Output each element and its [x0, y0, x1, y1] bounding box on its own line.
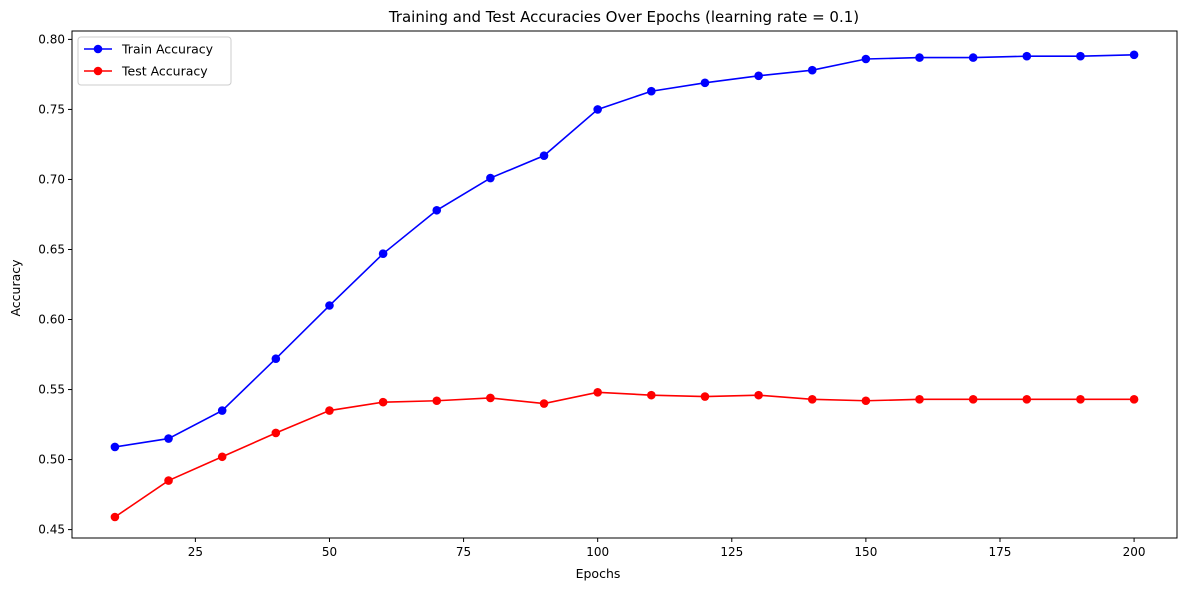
- legend-train-accuracy-label: Train Accuracy: [121, 42, 214, 57]
- x-tick-label: 175: [989, 545, 1012, 559]
- x-axis-label: Epochs: [576, 566, 621, 581]
- test-accuracy-point: [539, 399, 549, 408]
- test-accuracy-point: [754, 390, 763, 400]
- train-accuracy-point: [968, 53, 978, 62]
- legend-train-accuracy-marker: [93, 44, 103, 54]
- test-accuracy-point: [593, 388, 602, 397]
- y-tick-label: 0.65: [38, 242, 65, 256]
- train-accuracy-point: [486, 173, 495, 183]
- train-accuracy-point: [647, 86, 656, 96]
- test-accuracy-point: [486, 393, 495, 403]
- test-accuracy-point: [1129, 395, 1139, 404]
- test-accuracy-point: [432, 396, 442, 406]
- x-tick-label: 200: [1123, 545, 1146, 559]
- test-accuracy-point: [861, 396, 871, 406]
- test-accuracy-line: [114, 391, 1135, 518]
- x-tick-label: 125: [720, 545, 743, 559]
- x-tick-label: 25: [188, 545, 203, 559]
- test-accuracy-point: [1076, 395, 1085, 404]
- y-tick-label: 0.75: [38, 102, 65, 116]
- y-axis-label: Accuracy: [8, 259, 23, 317]
- y-tick-label: 0.55: [38, 383, 65, 397]
- train-accuracy-point: [915, 53, 924, 62]
- test-accuracy-point: [271, 428, 281, 438]
- test-accuracy-point: [807, 395, 817, 404]
- train-accuracy-point: [754, 71, 763, 81]
- legend-test-accuracy-marker: [93, 66, 103, 76]
- x-tick-label: 100: [586, 545, 609, 559]
- test-accuracy-point: [164, 476, 173, 485]
- test-accuracy-point: [968, 395, 978, 404]
- train-accuracy-point: [1076, 51, 1085, 61]
- train-accuracy-point: [807, 65, 817, 75]
- x-tick-label: 50: [322, 545, 337, 559]
- y-tick-label: 0.80: [38, 32, 65, 46]
- y-tick-label: 0.45: [38, 523, 65, 537]
- test-accuracy-point: [915, 395, 924, 404]
- test-accuracy-point: [1022, 395, 1032, 404]
- train-accuracy-point: [271, 354, 281, 364]
- train-accuracy-point: [217, 406, 227, 415]
- x-tick-label: 75: [456, 545, 471, 559]
- test-accuracy-point: [700, 392, 710, 401]
- test-accuracy-point: [110, 512, 120, 522]
- train-accuracy-point: [432, 205, 442, 215]
- plot-frame: [71, 30, 1178, 539]
- legend: Train Accuracy Test Accuracy: [77, 36, 232, 86]
- legend-test-accuracy-label: Test Accuracy: [121, 64, 208, 79]
- train-accuracy-point: [700, 78, 710, 88]
- train-accuracy-point: [539, 151, 549, 160]
- train-accuracy-point: [378, 249, 388, 258]
- train-accuracy-point: [1022, 51, 1032, 61]
- y-tick-label: 0.60: [38, 313, 65, 327]
- y-tick-label: 0.50: [38, 453, 65, 467]
- chart-title: Training and Test Accuracies Over Epochs…: [388, 8, 859, 26]
- train-accuracy-point: [861, 54, 871, 64]
- test-accuracy-point: [647, 390, 656, 400]
- test-accuracy-point: [325, 406, 334, 415]
- train-accuracy-point: [325, 301, 334, 310]
- train-accuracy-line: [114, 54, 1135, 448]
- test-accuracy-point: [217, 452, 227, 462]
- train-accuracy-point: [164, 434, 173, 443]
- train-accuracy-point: [110, 442, 120, 452]
- train-accuracy-point: [593, 105, 602, 114]
- train-accuracy-point: [1129, 50, 1139, 60]
- legend-box: [77, 36, 232, 86]
- plot-area: 25 50 75 100 125 150 175 200 0.45 0.50 0.55 0.60 0.6…: [38, 30, 1178, 559]
- x-tick-label: 150: [854, 545, 877, 559]
- test-accuracy-point: [378, 397, 388, 407]
- y-tick-label: 0.70: [38, 172, 65, 186]
